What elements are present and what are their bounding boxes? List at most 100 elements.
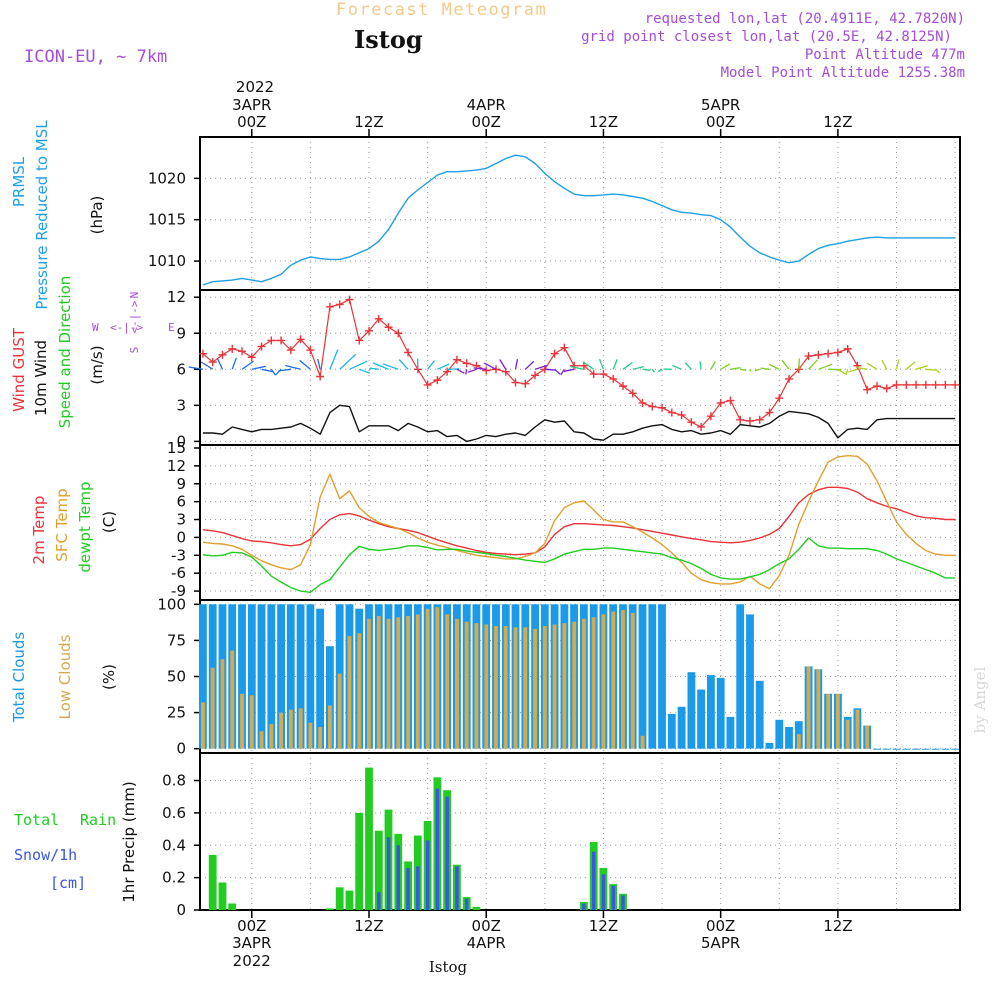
low-cloud-bar [816, 669, 821, 749]
low-cloud-bar [621, 610, 625, 749]
wind-direction-arrow [514, 359, 519, 370]
gust-marker [560, 343, 569, 352]
low-cloud-bar [347, 636, 352, 749]
y-tick-label: 0.6 [162, 804, 186, 822]
y-tick-label: -6 [171, 564, 186, 582]
temp-labels: 2m Temp SFC Temp dewpt Temp (C) [30, 481, 118, 572]
wind-direction-arrow [622, 361, 633, 370]
wind-direction-arrow [935, 368, 941, 374]
gust-marker [374, 314, 383, 323]
low-cloud-bar [308, 722, 313, 749]
gust-marker [687, 418, 696, 427]
top-date-label: 4APR [467, 96, 506, 114]
wind-direction-arrow [261, 368, 274, 373]
y-tick-label: 15 [167, 439, 186, 457]
gust-marker [921, 380, 930, 389]
low-cloud-bar [826, 693, 831, 749]
low-cloud-bar [415, 614, 420, 749]
wind-direction-arrow [231, 357, 237, 370]
wind-direction-arrow [672, 364, 682, 370]
wind-direction-arrow [544, 368, 557, 371]
gust-marker [257, 342, 266, 351]
low-cloud-bar [376, 615, 381, 749]
gust-marker [658, 403, 667, 412]
location-title: Istog [354, 25, 423, 54]
wind-direction-arrow [798, 358, 800, 370]
wind-direction-arrow [866, 362, 878, 370]
low-cloud-bar [269, 724, 274, 749]
gust-marker [716, 398, 725, 407]
gust-marker [208, 358, 217, 367]
gust-marker [609, 374, 618, 383]
y-tick-label: 0.8 [162, 772, 186, 790]
y-tick-label: -3 [171, 546, 186, 564]
gust-marker [589, 370, 598, 379]
gust-marker [218, 350, 227, 359]
bottom-hour-label: 00Z [237, 917, 266, 935]
pressure-unit-label: (hPa) [88, 196, 106, 235]
gust-marker [306, 346, 315, 355]
wind-direction-arrow [372, 362, 389, 370]
gust-marker [247, 353, 256, 362]
wind-direction-arrow [855, 366, 868, 370]
model-point-altitude: Model Point Altitude 1255.38m [721, 65, 965, 81]
low-cloud-bar [464, 621, 469, 749]
wind-unit-label: (m/s) [88, 345, 106, 384]
y-tick-label: 1020 [148, 169, 186, 187]
gust-marker [364, 326, 373, 335]
y-tick-label: 1015 [148, 211, 186, 229]
wind-direction-arrow [251, 365, 266, 370]
bottom-hour-label: 12Z [823, 917, 852, 935]
bottom-year-label: 2022 [233, 952, 271, 970]
y-tick-label: 0.4 [162, 836, 186, 854]
snow-bar [621, 895, 625, 910]
wind-direction-arrow [285, 364, 301, 370]
top-hour-label: 00Z [706, 113, 735, 131]
gust-marker [726, 396, 735, 405]
gust-marker [931, 380, 940, 389]
wind-direction-arrow [200, 361, 214, 370]
y-tick-label: 6 [176, 360, 186, 378]
y-tick-label: 75 [167, 631, 186, 649]
gust-label: Wind GUST [10, 327, 28, 412]
gust-marker [198, 349, 207, 358]
gust-marker [697, 422, 706, 431]
panel-frame [199, 289, 961, 446]
gust-marker [335, 300, 344, 309]
sfc-temp-line [202, 455, 956, 590]
gust-marker [277, 336, 286, 345]
wind-direction-arrow [837, 368, 846, 375]
prmsl-desc-label: Pressure Reduced to MSL [33, 120, 51, 310]
rain-bar [326, 908, 334, 910]
total-cloud-bar [873, 748, 881, 750]
snow-bar [386, 837, 391, 910]
low-cloud-bar [425, 608, 430, 749]
y-tick-label: 0 [176, 901, 186, 919]
wind-labels: Wind GUST 10m Wind Speed and Direction (… [10, 276, 175, 429]
prmsl-label: PRMSL [10, 156, 28, 207]
wind-direction-arrow [848, 368, 858, 373]
gust-marker [462, 359, 471, 368]
bottom-date-label: 4APR [467, 934, 506, 952]
total-cloud-bar [951, 748, 959, 750]
snow-bar [591, 851, 596, 910]
low-cloud-bar [562, 623, 567, 749]
low-cloud-bar [503, 626, 508, 749]
wind-direction-arrow [881, 359, 888, 370]
gust-marker [638, 398, 647, 407]
grid-point: grid point closest lon,lat (20.5E, 42.81… [581, 29, 952, 45]
wind-direction-arrow [349, 360, 368, 370]
total-cloud-bar [921, 748, 930, 750]
gust-marker [452, 355, 461, 364]
y-tick-label: 1010 [148, 252, 186, 270]
total-cloud-bar [902, 748, 911, 750]
gust-marker [902, 380, 911, 389]
gust-marker [550, 349, 559, 358]
top-hour-label: 00Z [237, 113, 266, 131]
y-tick-label: 50 [167, 668, 186, 686]
gust-marker [491, 365, 500, 374]
point-altitude: Point Altitude 477m [805, 47, 965, 63]
wind-direction-arrow [818, 363, 833, 370]
gust-marker [736, 415, 745, 424]
gust-marker [872, 382, 881, 391]
